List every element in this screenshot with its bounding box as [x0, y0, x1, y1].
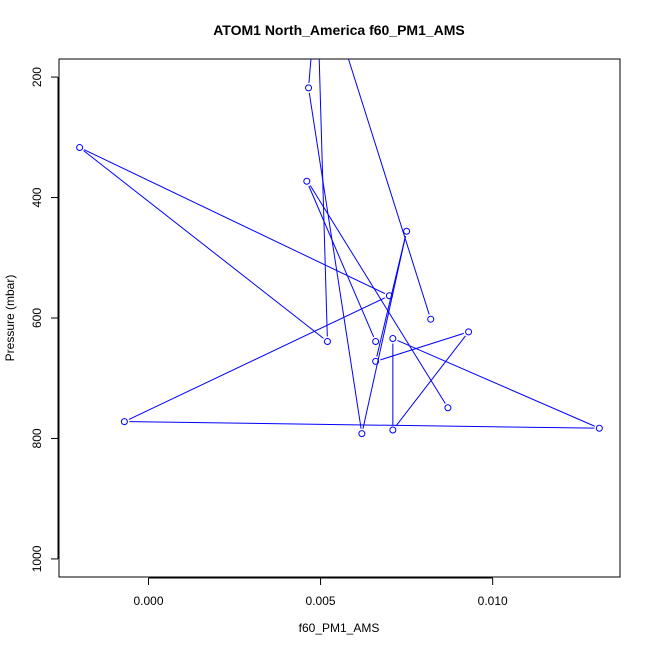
- series-line-segment: [129, 421, 595, 429]
- data-point: [389, 334, 397, 342]
- series-line-segment: [309, 185, 446, 404]
- series-line-segment: [318, 59, 328, 337]
- y-tick-label: 200: [30, 67, 44, 87]
- series-line-segment: [380, 332, 464, 361]
- series-line-segment: [308, 185, 375, 338]
- y-tick-label: 600: [30, 308, 44, 328]
- y-tick-label: 400: [30, 187, 44, 207]
- x-axis: 0.000 0.005 0.010: [133, 577, 508, 608]
- series-line-segment: [376, 236, 406, 357]
- series-line-segment: [347, 59, 430, 315]
- y-axis-label: Pressure (mbar): [3, 275, 17, 362]
- series-line-segment: [362, 236, 407, 429]
- plot-frame: [58, 58, 621, 578]
- data-layer: [76, 59, 603, 438]
- series-line-segment: [83, 150, 324, 339]
- x-tick-label: 0.005: [306, 594, 336, 608]
- series-0: [76, 59, 603, 438]
- x-axis-label: f60_PM1_AMS: [299, 621, 380, 635]
- data-point: [372, 337, 380, 345]
- series-line-segment: [83, 149, 386, 295]
- data-point: [372, 357, 380, 365]
- series-line-segment: [397, 340, 595, 427]
- x-tick-label: 0.010: [478, 594, 508, 608]
- y-tick-label: 800: [30, 428, 44, 448]
- data-point: [305, 84, 313, 92]
- series-line-segment: [128, 297, 386, 420]
- series-line-segment: [308, 92, 362, 429]
- data-point: [465, 328, 473, 336]
- data-point: [76, 144, 84, 152]
- data-point: [303, 177, 311, 185]
- data-point: [444, 404, 452, 412]
- data-point: [323, 337, 331, 345]
- data-point: [427, 315, 435, 323]
- data-point: [403, 227, 411, 235]
- y-axis: 200 400 600 800 1000: [30, 67, 59, 572]
- data-point: [385, 292, 393, 300]
- y-tick-label: 1000: [30, 545, 44, 572]
- x-tick-label: 0.000: [133, 594, 163, 608]
- chart-title: ATOM1 North_America f60_PM1_AMS: [213, 22, 465, 38]
- data-point: [120, 418, 128, 426]
- series-3: [309, 185, 452, 412]
- data-point: [389, 426, 397, 434]
- data-point: [595, 424, 603, 432]
- data-point: [358, 430, 366, 438]
- series-line-segment: [395, 335, 466, 427]
- series-line-segment: [308, 59, 312, 83]
- series-1: [347, 59, 435, 323]
- series-2: [303, 177, 380, 345]
